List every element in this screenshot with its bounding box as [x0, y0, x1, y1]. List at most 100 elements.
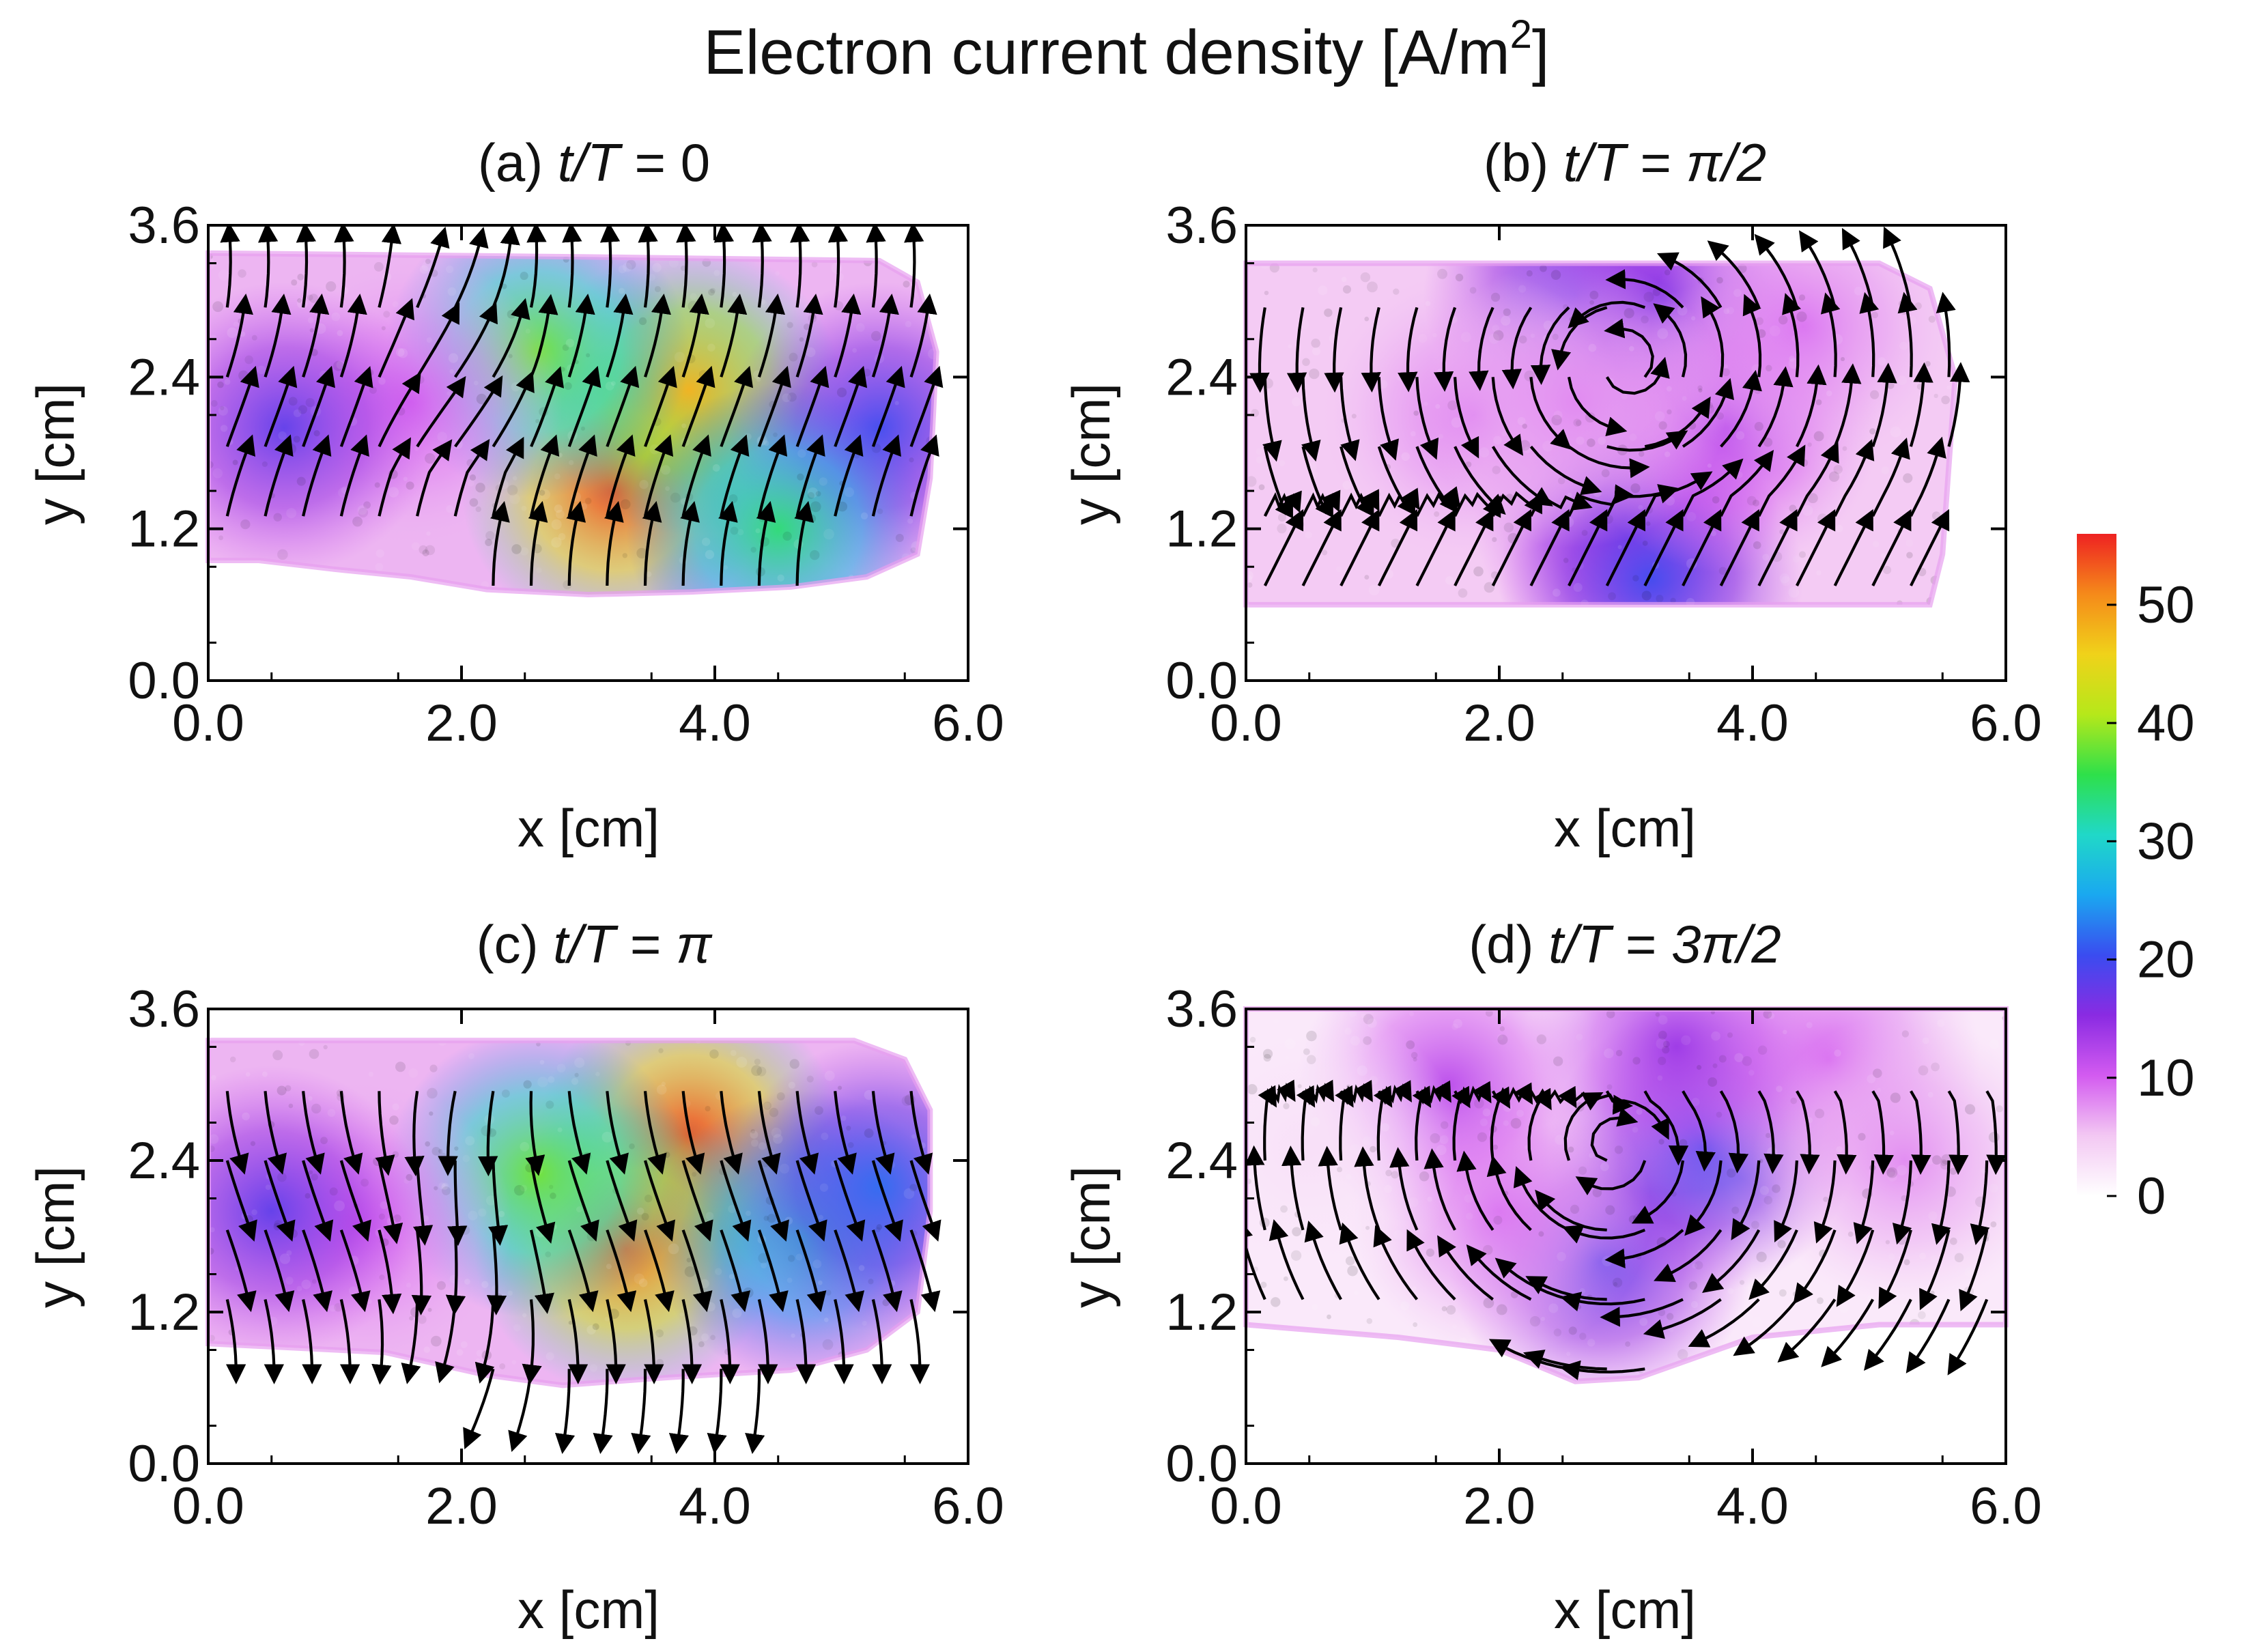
panel-b-speckle [1455, 273, 1464, 282]
panel-d-speckle [1896, 1165, 1908, 1176]
panel-a-speckle [469, 474, 477, 481]
panel-a-speckle [261, 461, 268, 468]
panel-c-speckle [814, 1106, 823, 1115]
panel-d-streamline [1529, 1085, 1577, 1109]
panel-a-speckle [728, 494, 738, 503]
panel-b-streamline [1454, 446, 1506, 515]
panel-c-speckle [520, 1184, 528, 1192]
panel-a-speckle [210, 400, 218, 407]
panel-a-streamline [638, 225, 658, 308]
panel-c-speckle [710, 1335, 715, 1341]
panel-b-speckle [1401, 452, 1411, 461]
panel-a-speckle [690, 293, 697, 300]
panel-c-xlabel: x [cm] [518, 1580, 660, 1640]
panel-d-speckle [1996, 1105, 2003, 1113]
panel-d-streamline [1871, 1090, 1894, 1175]
panel-b-speckle [1877, 357, 1886, 366]
panel-a-speckle [558, 532, 566, 541]
panel-d-speckle [1903, 1259, 1910, 1266]
panel-c-streamline [681, 1229, 713, 1313]
panel-a-speckle [320, 370, 327, 378]
panel-b-speckle [1905, 539, 1914, 547]
panel-b-speckle [1364, 575, 1370, 580]
panel-d-streamline [1568, 1090, 1634, 1115]
panel-a-speckle [756, 377, 761, 382]
panel-a-streamline [492, 298, 530, 378]
panel-a-speckle [375, 562, 384, 571]
panel-b-streamline [1796, 364, 1827, 448]
panel-a-speckle [626, 259, 636, 270]
panel-c-speckle [732, 1308, 742, 1318]
panel-c-xtick-label: 6.0 [932, 1477, 1004, 1535]
panel-c-speckle [406, 1173, 413, 1181]
panel-a-speckle [313, 430, 320, 437]
panel-a-speckle [836, 387, 847, 397]
panel-c-speckle [522, 1313, 527, 1318]
panel-d-speckle [1391, 1171, 1399, 1179]
panel-d-speckle [1370, 1145, 1376, 1153]
panel-b-speckle [1762, 554, 1770, 561]
panel-b-streamline [1529, 445, 1602, 496]
panel-a-streamline [378, 437, 411, 517]
panel-c-speckle [273, 1160, 278, 1165]
panel-a-region-edge [206, 250, 939, 598]
panel-b-streamline [1361, 307, 1381, 393]
panel-c-streamline [525, 1091, 545, 1176]
panel-a-streamline [871, 294, 899, 378]
panel-a-ytick-label: 0.0 [128, 652, 200, 710]
panel-d-speckle [1367, 1018, 1377, 1028]
panel-a-speckle [605, 382, 614, 390]
panel-b-streamline [1377, 509, 1418, 586]
panel-d-speckle [1493, 1215, 1503, 1225]
panel-a-speckle [807, 492, 815, 500]
panel-c-speckle [858, 1265, 865, 1271]
panel-d-streamline [1304, 1220, 1342, 1300]
panel-d-speckle [1303, 1048, 1310, 1055]
panel-a-speckle [485, 539, 493, 546]
panel-c-speckle [846, 1126, 851, 1131]
panel-d-speckle [1412, 1286, 1417, 1291]
panel-b-speckle [1798, 294, 1806, 301]
panel-b-speckle [1816, 570, 1822, 576]
panel-a-speckle [619, 287, 625, 294]
panel-b-speckle [1479, 447, 1490, 458]
panel-b-speckle [1666, 386, 1672, 392]
panel-c-speckle [692, 1171, 697, 1177]
panel-d-speckle [1369, 1076, 1378, 1085]
panel-a-streamline [909, 294, 937, 378]
panel-c-streamline [522, 1299, 542, 1385]
panel-d-speckle [1363, 1036, 1372, 1045]
panel-a-speckle [297, 298, 302, 303]
panel-a-speckle [520, 272, 528, 281]
panel-b-speckle [1941, 395, 1951, 405]
panel-a-speckle [309, 328, 314, 332]
panel-a-speckle [511, 544, 522, 554]
panel-c-speckle [277, 1172, 287, 1182]
panel-d-speckle [1380, 1123, 1389, 1132]
panel-c-speckle [728, 1205, 737, 1214]
panel-d-streamline [1406, 1229, 1456, 1300]
panel-c-speckle [431, 1146, 441, 1156]
panel-d-speckle [1353, 1290, 1359, 1296]
panel-d-speckle [1503, 1103, 1512, 1112]
panel-c-speckle [422, 1215, 429, 1222]
panel-b-streamline [1568, 300, 1645, 328]
panel-c-speckle [556, 1064, 566, 1073]
panel-a-speckle [467, 479, 474, 487]
panel-c-speckle [864, 1090, 874, 1100]
panel-b-title: (b) t/T = π/2 [1484, 132, 1766, 193]
panel-c-speckle [882, 1298, 890, 1307]
panel-b-heatmap [1246, 263, 1955, 605]
panel-a-speckle [539, 489, 550, 500]
panel-b-speckle [1686, 511, 1697, 522]
panel-d-speckle [1931, 1062, 1940, 1072]
panel-d-speckle [1816, 1297, 1824, 1305]
panel-c-speckle [746, 1210, 751, 1216]
panel-a-streamline [681, 365, 715, 447]
panel-d-speckle [1553, 1328, 1562, 1337]
panel-d-streamline [1813, 1160, 1837, 1244]
panel-d-speckle [1989, 1039, 1999, 1049]
panel-a-speckle [501, 283, 507, 289]
panel-b-streamline [1936, 291, 1956, 378]
panel-b-speckle [1503, 308, 1511, 316]
